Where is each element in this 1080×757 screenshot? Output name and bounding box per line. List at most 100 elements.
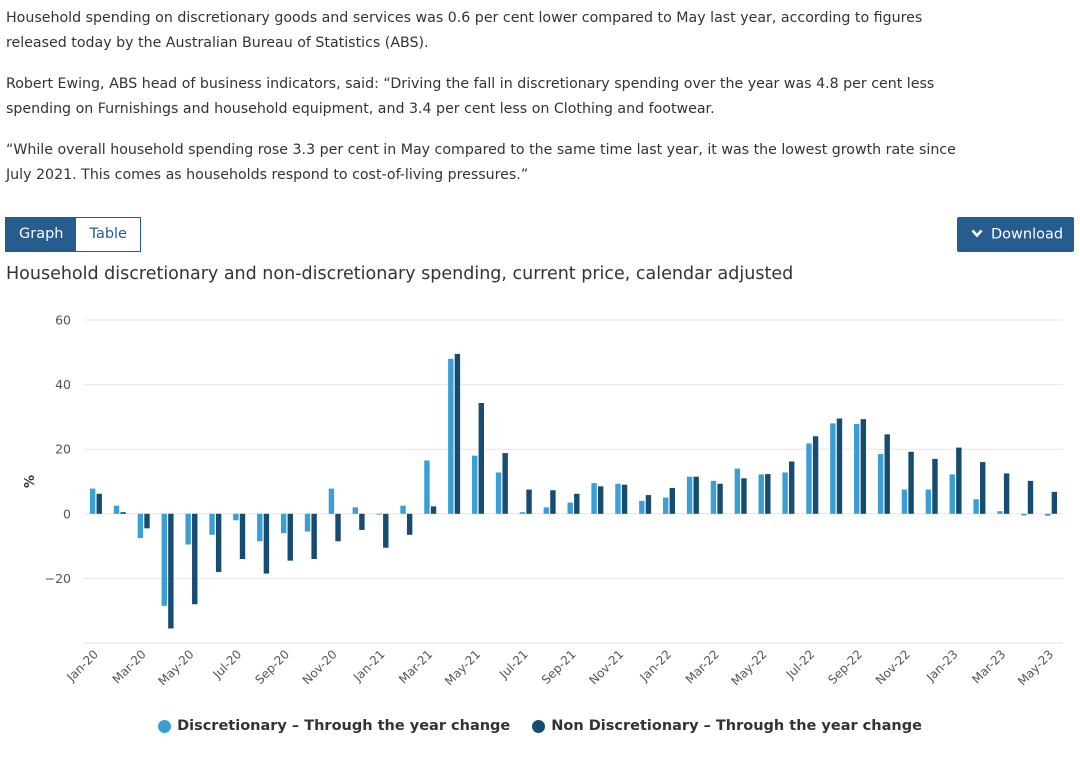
bar-non-discretionary [550, 490, 556, 514]
legend: Discretionary – Through the year change … [0, 718, 1080, 734]
bar-non-discretionary [693, 476, 699, 514]
bar-non-discretionary [192, 513, 198, 605]
bar-non-discretionary [789, 461, 795, 514]
bar-discretionary [257, 513, 263, 542]
bar-discretionary [137, 513, 144, 539]
bar-discretionary [209, 513, 215, 535]
bar-discretionary [352, 507, 358, 514]
bar-non-discretionary [645, 495, 652, 514]
legend-item-non-discretionary[interactable]: Non Discretionary – Through the year cha… [532, 718, 922, 734]
x-tick-label: Jan-21 [350, 647, 388, 685]
chevron-down-icon [971, 217, 983, 252]
bar-non-discretionary [812, 436, 819, 514]
bar-discretionary [973, 499, 979, 514]
y-tick-label: 0 [63, 506, 71, 521]
x-tick-label: Sep-21 [539, 647, 579, 687]
bar-non-discretionary [1051, 491, 1058, 514]
view-toggle: Graph Table [5, 217, 141, 252]
x-tick-label: Nov-21 [586, 647, 626, 687]
bar-discretionary [471, 455, 478, 514]
bar-non-discretionary [263, 513, 270, 574]
bar-non-discretionary [717, 483, 723, 514]
bar-discretionary [758, 474, 764, 514]
bar-discretionary [615, 483, 621, 514]
bar-discretionary [113, 505, 120, 514]
download-button[interactable]: Download [957, 217, 1074, 252]
x-tick-label: Jul-20 [210, 647, 245, 682]
bar-discretionary [1021, 513, 1027, 516]
bar-non-discretionary [1027, 480, 1034, 514]
bar-discretionary [901, 489, 908, 514]
bar-non-discretionary [287, 513, 293, 561]
quote-paragraph-2: “While overall household spending rose 3… [6, 142, 956, 183]
bar-discretionary [89, 488, 96, 514]
bar-non-discretionary [96, 493, 102, 514]
bar-discretionary [710, 480, 717, 514]
y-tick-label: 60 [55, 313, 71, 328]
x-tick-label: Mar-22 [683, 647, 722, 686]
bar-discretionary [663, 497, 669, 514]
bar-discretionary [782, 472, 788, 514]
bar-discretionary [949, 474, 955, 514]
x-tick-label: Jan-22 [637, 647, 675, 685]
bar-discretionary [854, 424, 860, 514]
legend-dot-non-discretionary [532, 719, 546, 733]
x-tick-label: May-23 [1015, 647, 1056, 688]
x-tick-label: Nov-20 [300, 647, 340, 687]
legend-label-discretionary: Discretionary – Through the year change [177, 718, 511, 734]
table-tab[interactable]: Table [76, 218, 140, 251]
x-tick-label: Nov-22 [873, 647, 913, 687]
bar-non-discretionary [621, 484, 628, 514]
bar-discretionary [1045, 513, 1051, 516]
x-tick-label: Jul-22 [783, 647, 818, 682]
bar-non-discretionary [932, 458, 938, 514]
x-tick-label: Jul-21 [496, 647, 531, 682]
y-axis-label: % [23, 475, 38, 488]
bar-non-discretionary [430, 506, 437, 514]
bar-non-discretionary [669, 487, 676, 514]
chart-title: Household discretionary and non-discreti… [6, 264, 794, 284]
x-tick-label: May-21 [442, 647, 483, 688]
bar-non-discretionary [383, 513, 389, 548]
bar-discretionary [519, 512, 526, 514]
bar-discretionary [161, 513, 167, 606]
bar-discretionary [734, 468, 741, 514]
legend-item-discretionary[interactable]: Discretionary – Through the year change [158, 718, 510, 734]
bar-non-discretionary [980, 462, 986, 514]
bar-discretionary [495, 472, 502, 514]
bar-discretionary [925, 489, 932, 514]
bar-non-discretionary [956, 447, 962, 514]
x-tick-label: Sep-20 [252, 647, 292, 687]
bar-non-discretionary [406, 513, 413, 535]
x-tick-label: Mar-21 [396, 647, 435, 686]
bar-non-discretionary [478, 403, 484, 514]
legend-dot-discretionary [158, 719, 172, 733]
quote-paragraph: Robert Ewing, ABS head of business indic… [6, 76, 935, 117]
download-label: Download [991, 226, 1064, 243]
graph-tab[interactable]: Graph [6, 218, 77, 251]
y-tick-label: −20 [45, 571, 71, 586]
x-tick-label: Jan-23 [923, 647, 961, 685]
y-tick-label: 20 [55, 442, 71, 457]
x-tick-label: Mar-20 [110, 647, 149, 686]
x-tick-label: Jan-20 [63, 647, 101, 685]
bar-non-discretionary [168, 513, 174, 629]
bar-discretionary [448, 358, 454, 514]
x-tick-label: May-22 [728, 647, 769, 688]
intro-paragraph: Household spending on discretionary good… [6, 10, 923, 51]
bar-discretionary [567, 502, 573, 514]
bar-discretionary [424, 460, 430, 514]
bar-non-discretionary [765, 474, 771, 514]
bar-non-discretionary [502, 453, 508, 514]
bar-discretionary [185, 513, 191, 545]
bar-discretionary [376, 513, 382, 515]
bar-non-discretionary [908, 451, 914, 514]
bar-discretionary [997, 511, 1003, 514]
bar-non-discretionary [239, 513, 246, 560]
y-tick-label: 40 [55, 377, 71, 392]
bar-discretionary [806, 443, 812, 514]
bar-non-discretionary [311, 513, 317, 560]
bar-non-discretionary [884, 434, 890, 514]
legend-label-non-discretionary: Non Discretionary – Through the year cha… [551, 718, 922, 734]
bar-non-discretionary [597, 486, 604, 514]
